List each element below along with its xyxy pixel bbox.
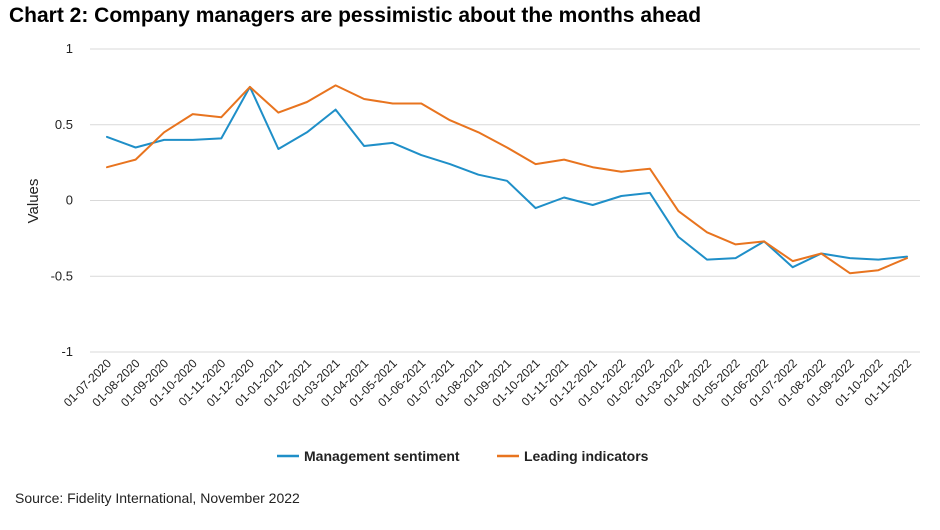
series-line-1: [106, 84, 908, 275]
y-tick-label: -0.5: [51, 268, 73, 283]
y-tick-label: -1: [61, 344, 73, 359]
grid-lines: [90, 48, 920, 353]
legend-label: Management sentiment: [304, 448, 460, 464]
series-lines: [106, 84, 908, 275]
y-axis-ticks: 1 0.5 0 -0.5 -1: [51, 41, 73, 359]
legend: Management sentiment Leading indicators: [277, 448, 649, 464]
y-axis-label: Values: [25, 179, 42, 224]
legend-label: Leading indicators: [524, 448, 649, 464]
source-note: Source: Fidelity International, November…: [15, 490, 300, 506]
x-axis-ticks: 01-07-202001-08-202001-09-202001-10-2020…: [61, 356, 915, 410]
y-tick-label: 1: [66, 41, 73, 56]
series-line-0: [106, 85, 908, 269]
y-tick-label: 0: [66, 193, 73, 208]
chart-title: Chart 2: Company managers are pessimisti…: [9, 4, 702, 27]
y-tick-label: 0.5: [55, 117, 73, 132]
